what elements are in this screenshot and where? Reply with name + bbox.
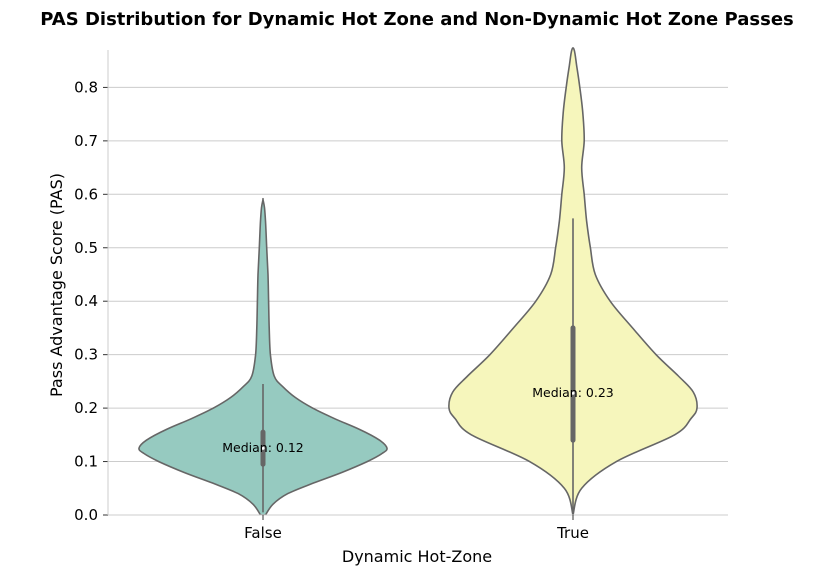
violin-median-point <box>571 391 575 395</box>
x-tick-label: True <box>556 524 589 542</box>
y-tick-label: 0.8 <box>74 78 98 96</box>
violin-layer: Median: 0.12 Median: 0.23 <box>138 47 698 515</box>
y-tick-label: 0.6 <box>74 185 98 203</box>
y-tick-label: 0.2 <box>74 399 98 417</box>
grid-layer <box>108 86 728 463</box>
axes-layer: 0.0 0.1 0.2 0.3 0.4 0.5 0.6 0.7 0.8 False True <box>74 50 728 542</box>
x-axis-label: Dynamic Hot-Zone <box>342 547 492 566</box>
y-tick-label: 0.4 <box>74 292 98 310</box>
y-tick-label: 0.3 <box>74 346 98 364</box>
y-tick-label: 0.0 <box>74 506 98 524</box>
median-annotation: Median: 0.23 <box>532 385 613 400</box>
chart-title: PAS Distribution for Dynamic Hot Zone an… <box>40 9 794 30</box>
median-annotation: Median: 0.12 <box>222 440 303 455</box>
y-tick-label: 0.5 <box>74 239 98 257</box>
violin-median-point <box>261 446 265 450</box>
x-tick-label: False <box>244 524 282 542</box>
violin-false <box>138 197 388 515</box>
y-tick-label: 0.1 <box>74 453 98 471</box>
y-axis-label: Pass Advantage Score (PAS) <box>47 173 66 397</box>
y-tick-label: 0.7 <box>74 132 98 150</box>
